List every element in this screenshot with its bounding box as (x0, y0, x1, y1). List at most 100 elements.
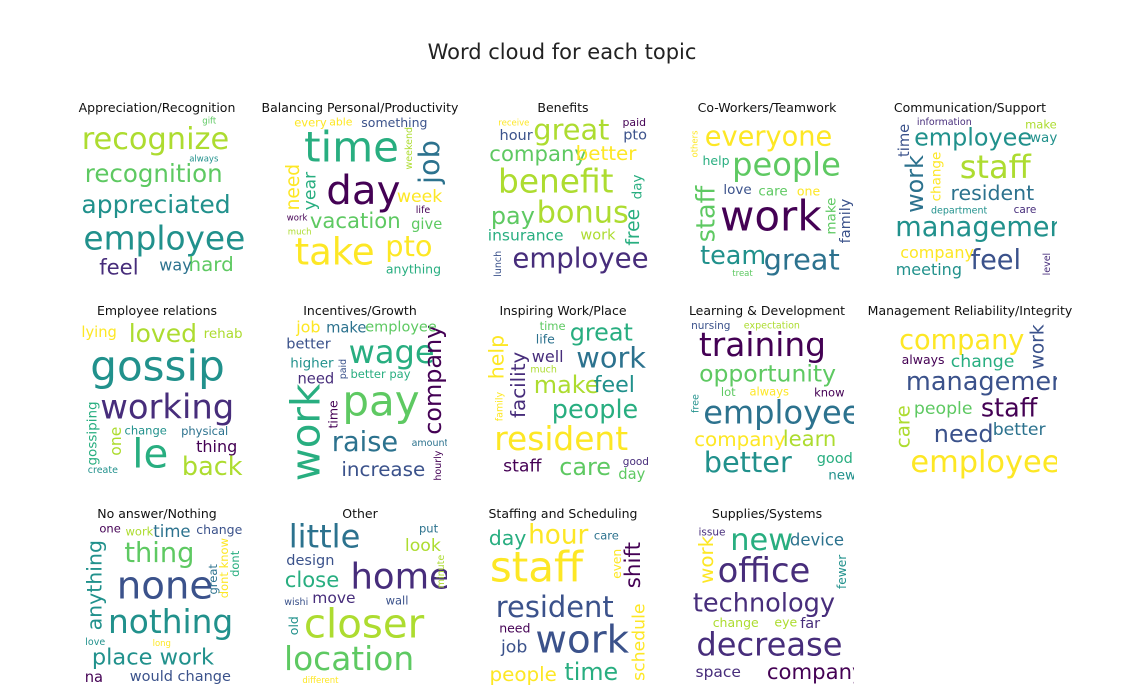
cloud-word: management (906, 367, 1057, 397)
cloud-word: pto (385, 229, 432, 263)
cloud-word: employee (914, 124, 1032, 152)
cloud-word: would change (130, 669, 231, 685)
cloud-word: change (951, 352, 1015, 372)
cloud-word: new (730, 523, 793, 558)
cloud-word: team (700, 241, 766, 271)
cloud-word: lunch (493, 251, 504, 277)
cloud-word: work (720, 192, 822, 241)
cloud-word: resident (494, 420, 628, 458)
cloud-word: company (419, 325, 447, 435)
cloud-word: change (929, 152, 945, 202)
word-cloud-svg: resident work people facility great care make s… (486, 319, 649, 483)
cloud-word: care (758, 183, 787, 199)
cloud-word: loved (129, 319, 197, 348)
panel-title: Benefits (537, 100, 589, 115)
cloud-word: hour (528, 522, 588, 551)
cloud-word: department (931, 205, 987, 216)
cloud-word: employee (365, 320, 437, 336)
cloud-word: old (286, 616, 301, 635)
cloud-word: wishi (284, 597, 308, 608)
cloud-word: day (630, 174, 646, 199)
cloud-word: make (823, 198, 839, 235)
cloud-word: weekend (404, 127, 415, 170)
cloud-word: change (196, 522, 242, 537)
cloud-word: day (326, 167, 400, 214)
cloud-word: hard (189, 253, 234, 276)
word-cloud: employee recognition appreciated recognize f… (80, 116, 244, 280)
word-cloud: resident work people facility great care make s… (486, 319, 650, 483)
cloud-word: work (283, 383, 329, 481)
cloud-word: good (817, 451, 853, 467)
cloud-word: work (695, 535, 718, 584)
cloud-word: much (530, 365, 557, 376)
cloud-word: new (828, 467, 854, 483)
cloud-word: good (623, 456, 649, 468)
cloud-word: company (899, 325, 1024, 356)
cloud-word: rehab (204, 326, 243, 342)
cloud-word: wage (349, 333, 435, 371)
word-cloud: training opportunity employee better learn co… (690, 319, 854, 483)
cloud-word: one (99, 522, 120, 536)
cloud-word: job (295, 319, 320, 336)
cloud-word: care (594, 529, 619, 543)
cloud-word: employee (910, 445, 1057, 480)
cloud-word: vacation (310, 208, 401, 233)
panel-title: Other (342, 506, 378, 521)
cloud-word: always (750, 385, 790, 399)
cloud-word: decrease (696, 625, 842, 663)
cloud-word: thing (196, 437, 237, 456)
cloud-word: dont know (217, 538, 231, 598)
cloud-word: gossip (90, 342, 224, 391)
word-cloud: benefit employee bonus great company better in… (486, 116, 650, 280)
cloud-word: way (159, 255, 191, 274)
cloud-word: pto (623, 128, 647, 144)
cloud-word: long (153, 639, 171, 649)
word-cloud: gossip le working loved back gossiping thing ch… (80, 319, 244, 483)
cloud-word: lot (721, 385, 736, 399)
cloud-word: care (893, 405, 915, 448)
cloud-word: great (764, 242, 840, 276)
cloud-word: company (694, 428, 786, 451)
cloud-word: bonus (537, 195, 629, 230)
cloud-word: fewer (835, 554, 849, 589)
cloud-word: feel (594, 372, 635, 398)
cloud-word: work (576, 340, 646, 374)
cloud-word: time (896, 124, 913, 157)
cloud-word: know (814, 385, 844, 399)
cloud-word: time (304, 123, 399, 172)
cloud-word: hourly (433, 450, 444, 480)
cloud-word: people (732, 146, 841, 184)
cloud-word: meeting (896, 260, 962, 279)
cloud-word: even (610, 549, 624, 579)
cloud-word: paid (623, 116, 647, 129)
panel-title: Balancing Personal/Productivity (261, 100, 459, 115)
cloud-word: help (703, 153, 730, 168)
cloud-word: make (326, 320, 366, 337)
cloud-word: raise (332, 427, 398, 458)
cloud-word: work (287, 214, 308, 224)
cloud-word: na (85, 669, 103, 686)
cloud-word: life (536, 332, 555, 347)
cloud-word: much (288, 227, 312, 237)
cloud-word: opportunity (699, 359, 836, 387)
cloud-word: great (570, 319, 633, 347)
cloud-word: nothing (108, 603, 233, 641)
panel-title: Communication/Support (893, 100, 1047, 115)
cloud-word: others (691, 130, 701, 158)
cloud-word: resident (951, 181, 1035, 205)
panel-title: Management Reliability/Integrity (867, 303, 1073, 318)
cloud-word: better (993, 420, 1047, 440)
cloud-word: better (286, 336, 330, 352)
cloud-word: issue (699, 527, 726, 539)
cloud-word: family (495, 392, 506, 422)
cloud-word: pay (491, 202, 535, 230)
cloud-word: need (298, 371, 335, 388)
cloud-word: amount (412, 438, 447, 449)
cloud-word: company (900, 243, 974, 262)
cloud-word: back (182, 452, 243, 482)
cloud-word: far (800, 616, 820, 632)
